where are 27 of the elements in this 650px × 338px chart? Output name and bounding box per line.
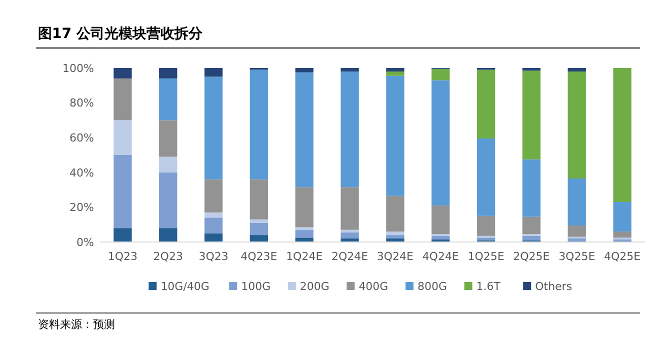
legend-label: 200G (300, 280, 330, 293)
x-tick-label: 3Q24E (376, 250, 414, 263)
x-tick-label: 4Q25E (604, 250, 641, 263)
text: 资料来源：预测 (38, 318, 115, 331)
y-tick-label: 80% (70, 96, 94, 110)
y-tick-label: 40% (70, 166, 94, 180)
legend-label: 10G/40G (160, 280, 210, 293)
legend-label: Others (535, 280, 572, 293)
x-tick-label: 1Q25E (468, 250, 504, 263)
y-tick-label: 20% (70, 201, 94, 214)
chart-title: 图17 公司光模块营收拆分 (38, 26, 204, 42)
x-tick-label: 2Q23 (153, 250, 183, 263)
x-tick-label: 2Q24E (331, 250, 368, 263)
y-tick-label: 60% (70, 131, 94, 144)
x-tick-label: 1Q23 (108, 250, 138, 263)
legend-label: 1.6T (476, 280, 501, 293)
x-tick-label: 2Q25E (513, 250, 550, 263)
x-tick-label: 3Q23 (198, 250, 228, 263)
y-tick-label: 0% (76, 236, 94, 249)
legend-label: 400G (358, 280, 388, 293)
x-tick-label: 4Q24E (422, 250, 459, 263)
x-tick-label: 4Q23E (240, 250, 278, 263)
x-tick-label: 3Q25E (558, 250, 596, 263)
legend-label: 100G (241, 280, 271, 293)
x-tick-label: 1Q24E (286, 250, 323, 263)
legend-label: 800G (418, 280, 448, 293)
y-tick-label: 100% (62, 62, 94, 75)
